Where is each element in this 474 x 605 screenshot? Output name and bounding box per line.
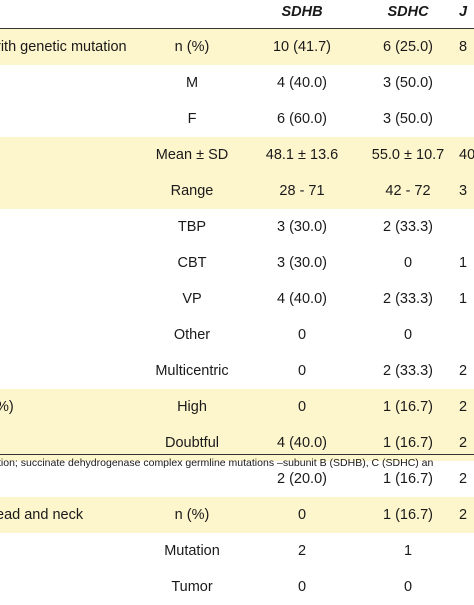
table-cell	[459, 209, 474, 245]
table-cell: n (%)	[174, 507, 210, 523]
table-cell: Mean ± SD	[155, 147, 229, 163]
table-cell: 0	[297, 579, 307, 595]
table-row: ead and neck n (%) 0 1 (16.7) 2	[0, 497, 474, 533]
table-row: Mutation 2 1	[0, 533, 474, 569]
table-row: F 6 (60.0) 3 (50.0)	[0, 101, 474, 137]
table-cell	[459, 533, 474, 569]
table-cell: 1 (16.7)	[383, 399, 433, 415]
table-row: rith genetic mutation n (%) 10 (41.7) 6 (25…	[0, 29, 474, 65]
table-cell: 2	[297, 543, 307, 559]
table-cell: %)	[0, 399, 14, 415]
table-cell: 2	[459, 399, 468, 415]
table-row: TBP 3 (30.0) 2 (33.3)	[0, 209, 474, 245]
table-cell: Other	[173, 327, 211, 343]
table-cell: 2 (33.3)	[383, 363, 433, 379]
table-cell: Tumor	[171, 579, 213, 595]
table-row: Tumor 0 0	[0, 569, 474, 605]
header-rule	[0, 28, 474, 29]
table-cell: 48.1 ± 13.6	[265, 147, 339, 163]
table-cell: 3 (50.0)	[383, 75, 433, 91]
bottom-rule	[0, 454, 474, 455]
table-row: VP 4 (40.0) 2 (33.3) 1	[0, 281, 474, 317]
table-cell: 0	[297, 507, 307, 523]
table-cell: Multicentric	[155, 363, 229, 379]
table-cell: ead and neck	[0, 507, 84, 523]
table-cell: 1	[459, 255, 468, 271]
table-row: Doubtful 4 (40.0) 1 (16.7) 2	[0, 425, 474, 461]
table-cell	[459, 317, 474, 353]
table-cell: 0	[403, 327, 413, 343]
table-cell: Doubtful	[164, 435, 219, 451]
table-cell: 8	[459, 39, 468, 55]
table-cell	[459, 569, 474, 605]
table-cell: 1 (16.7)	[383, 435, 433, 451]
table-cell: 3 (50.0)	[383, 111, 433, 127]
table-cell: 6 (60.0)	[277, 111, 327, 127]
table-cell: M	[185, 75, 199, 91]
table-cell: 0	[403, 579, 413, 595]
table-cell: 28 - 71	[279, 183, 325, 199]
table-cell: 10 (41.7)	[272, 39, 332, 55]
table-cell: 0	[297, 327, 307, 343]
table-row: Mean ± SD 48.1 ± 13.6 55.0 ± 10.7 40	[0, 137, 474, 173]
table-cell: CBT	[177, 255, 207, 271]
table-cell: 2 (33.3)	[383, 219, 433, 235]
table-row: CBT 3 (30.0) 0 1	[0, 245, 474, 281]
header-cell: J	[459, 4, 468, 20]
table-cell: Range	[170, 183, 214, 199]
table-cell: F	[187, 111, 197, 127]
table-row: M 4 (40.0) 3 (50.0)	[0, 65, 474, 101]
table-cell: 0	[403, 255, 413, 271]
table-cell: High	[177, 399, 207, 415]
table-row: Multicentric 0 2 (33.3) 2	[0, 353, 474, 389]
table-cell: 4 (40.0)	[277, 435, 327, 451]
table-cell: 3 (30.0)	[277, 255, 327, 271]
table-cell: 6 (25.0)	[383, 39, 433, 55]
table-cell	[459, 65, 474, 101]
table-cell: 55.0 ± 10.7	[371, 147, 445, 163]
table-cell: 0	[297, 363, 307, 379]
table-cell: 40	[459, 147, 474, 163]
table-cell: 1	[459, 291, 468, 307]
table-cell: 4 (40.0)	[277, 75, 327, 91]
header-row: SDHB SDHC J	[0, 0, 474, 30]
table-cell: 3	[459, 183, 468, 199]
table-cell: VP	[182, 291, 202, 307]
table-row: %) High 0 1 (16.7) 2	[0, 389, 474, 425]
table-cell: 2 (33.3)	[383, 291, 433, 307]
table-cell: 2	[459, 507, 468, 523]
table-cell: 42 - 72	[385, 183, 431, 199]
table-cell	[459, 101, 474, 137]
table-cell: 3 (30.0)	[277, 219, 327, 235]
table-cell: rith genetic mutation	[0, 39, 127, 55]
table-row: Range 28 - 71 42 - 72 3	[0, 173, 474, 209]
table-cell: 2	[459, 363, 468, 379]
header-sdhc: SDHC	[387, 4, 429, 20]
footnote: tion; succinate dehydrogenase complex ge…	[0, 457, 434, 469]
table-cell: 0	[297, 399, 307, 415]
table-cell: 1 (16.7)	[383, 507, 433, 523]
table-cell: n (%)	[174, 39, 210, 55]
table-cell: Mutation	[164, 543, 220, 559]
table-row: Other 0 0	[0, 317, 474, 353]
table-cell: 4 (40.0)	[277, 291, 327, 307]
header-sdhb: SDHB	[281, 4, 323, 20]
table-cell: 1	[403, 543, 413, 559]
table-cell: 2	[459, 435, 468, 451]
header-cell	[142, 0, 242, 30]
table-cell: TBP	[177, 219, 207, 235]
